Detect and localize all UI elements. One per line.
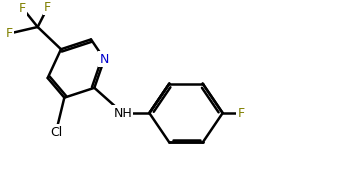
Text: F: F: [238, 107, 244, 120]
Text: F: F: [19, 2, 26, 15]
Text: NH: NH: [113, 107, 132, 120]
Text: N: N: [100, 52, 109, 65]
Text: F: F: [6, 27, 13, 40]
Text: Cl: Cl: [50, 126, 62, 139]
Text: F: F: [44, 1, 51, 14]
